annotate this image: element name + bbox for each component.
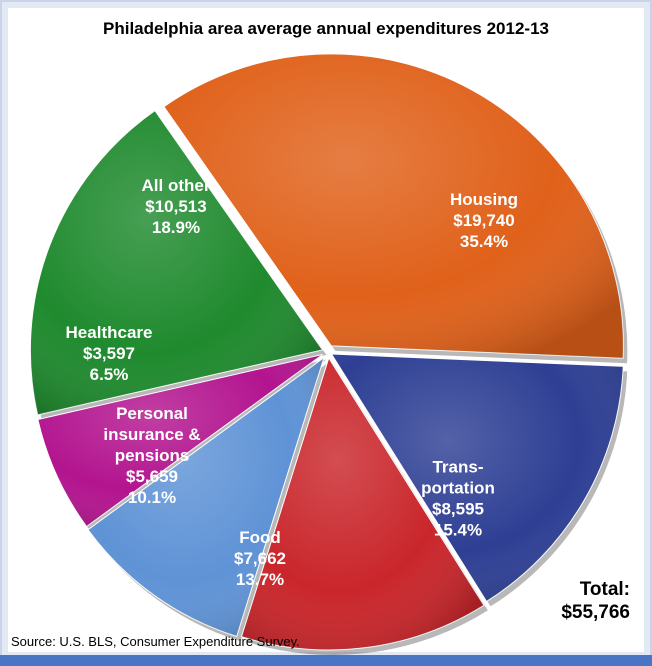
slice-label-line: 6.5% — [90, 365, 129, 384]
total-block: Total: $55,766 — [561, 578, 630, 624]
pie-slice-sheen — [241, 357, 484, 650]
slice-label-line: pensions — [115, 446, 190, 465]
slice-label-line: $7,662 — [234, 549, 286, 568]
slice-label-line: Housing — [450, 190, 518, 209]
slice-label: Housing $19,740 35.4% — [450, 190, 518, 251]
slice-label-line: $8,595 — [432, 500, 484, 519]
slice-label-line: All other — [142, 176, 211, 195]
pie-slices — [29, 53, 624, 651]
slice-label-line: Personal — [116, 404, 188, 423]
slice-label-line: 10.1% — [128, 488, 176, 507]
pie-slice-sheen — [30, 110, 323, 415]
pie-slice-sheen — [331, 354, 624, 602]
pie-labels: Housing $19,740 35.4% Trans-portation $8,595… — [66, 176, 518, 589]
total-value: $55,766 — [561, 602, 630, 623]
slice-label-line: 18.9% — [152, 218, 200, 237]
pie-slice-sheen — [37, 354, 323, 527]
slice-label-line: $19,740 — [453, 211, 514, 230]
bottom-accent-bar — [0, 655, 652, 666]
slice-label-line: 13.7% — [236, 570, 284, 589]
slice-label: Trans-portation $8,595 15.4% — [421, 458, 495, 540]
slice-label-line: Trans- — [432, 458, 483, 477]
pie-slice-sheen — [87, 357, 324, 637]
slice-label-line: portation — [421, 479, 495, 498]
chart-title: Philadelphia area average annual expendi… — [103, 19, 549, 38]
slice-label: Healthcare $3,597 6.5% — [66, 323, 153, 384]
slice-label: All other $10,513 18.9% — [142, 176, 211, 237]
slice-label-line: Food — [239, 528, 281, 547]
slice-label-line: Healthcare — [66, 323, 153, 342]
slice-label-line: insurance & — [103, 425, 200, 444]
total-label: Total: — [579, 579, 630, 600]
slice-label-line: 15.4% — [434, 521, 482, 540]
slice-label: Personal insurance & pensions $5,659 10.1% — [103, 404, 200, 507]
slice-label-line: 35.4% — [460, 232, 508, 251]
slice-label-line: $5,659 — [126, 467, 178, 486]
slice-label-line: $3,597 — [83, 344, 135, 363]
slice-label: Food $7,662 13.7% — [234, 528, 286, 589]
source-note: Source: U.S. BLS, Consumer Expenditure S… — [11, 634, 300, 649]
slice-label-line: $10,513 — [145, 197, 206, 216]
pie-slice-sheen — [163, 53, 624, 359]
